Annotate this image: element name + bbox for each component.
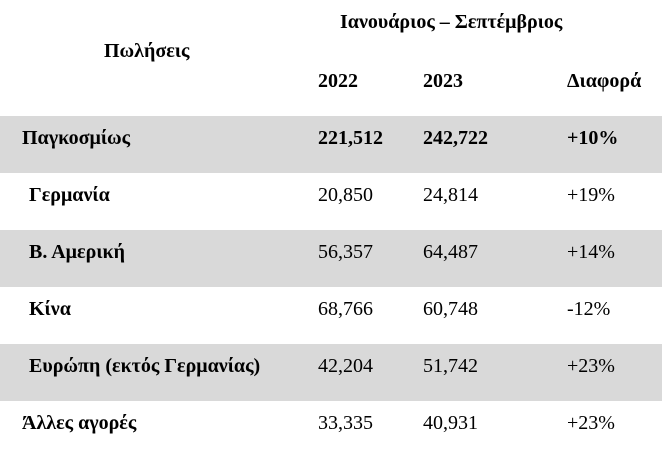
table-row: Άλλες αγορές 33,335 40,931 +23% — [0, 401, 662, 458]
value-difference: +10% — [567, 127, 619, 149]
region-name: Άλλες αγορές — [22, 412, 137, 434]
column-header-2023: 2023 — [423, 70, 463, 92]
value-difference: +19% — [567, 184, 615, 206]
value-difference: -12% — [567, 298, 611, 320]
value-2022: 33,335 — [318, 412, 373, 434]
value-2023: 242,722 — [423, 127, 488, 149]
value-2023: 60,748 — [423, 298, 478, 320]
region-name: Γερμανία — [29, 184, 110, 206]
value-2022: 56,357 — [318, 241, 373, 263]
region-name: Β. Αμερική — [29, 241, 125, 263]
value-2023: 24,814 — [423, 184, 478, 206]
value-2022: 68,766 — [318, 298, 373, 320]
period-header: Ιανουάριος – Σεπτέμβριος — [340, 11, 563, 33]
region-name: Κίνα — [29, 298, 71, 320]
value-2023: 40,931 — [423, 412, 478, 434]
value-2022: 221,512 — [318, 127, 383, 149]
value-2023: 51,742 — [423, 355, 478, 377]
value-2022: 20,850 — [318, 184, 373, 206]
table-row: Ευρώπη (εκτός Γερμανίας) 42,204 51,742 +… — [0, 344, 662, 401]
region-name: Ευρώπη (εκτός Γερμανίας) — [29, 355, 261, 377]
value-difference: +23% — [567, 355, 615, 377]
value-difference: +14% — [567, 241, 615, 263]
table-row: Γερμανία 20,850 24,814 +19% — [0, 173, 662, 230]
table-row: Β. Αμερική 56,357 64,487 +14% — [0, 230, 662, 287]
column-header-difference: Διαφορά — [567, 70, 642, 92]
table-row: Παγκοσμίως 221,512 242,722 +10% — [0, 116, 662, 173]
value-2023: 64,487 — [423, 241, 478, 263]
column-header-2022: 2022 — [318, 70, 358, 92]
value-difference: +23% — [567, 412, 615, 434]
value-2022: 42,204 — [318, 355, 373, 377]
row-header-label: Πωλήσεις — [104, 40, 190, 62]
table-row: Κίνα 68,766 60,748 -12% — [0, 287, 662, 344]
region-name: Παγκοσμίως — [22, 127, 131, 149]
